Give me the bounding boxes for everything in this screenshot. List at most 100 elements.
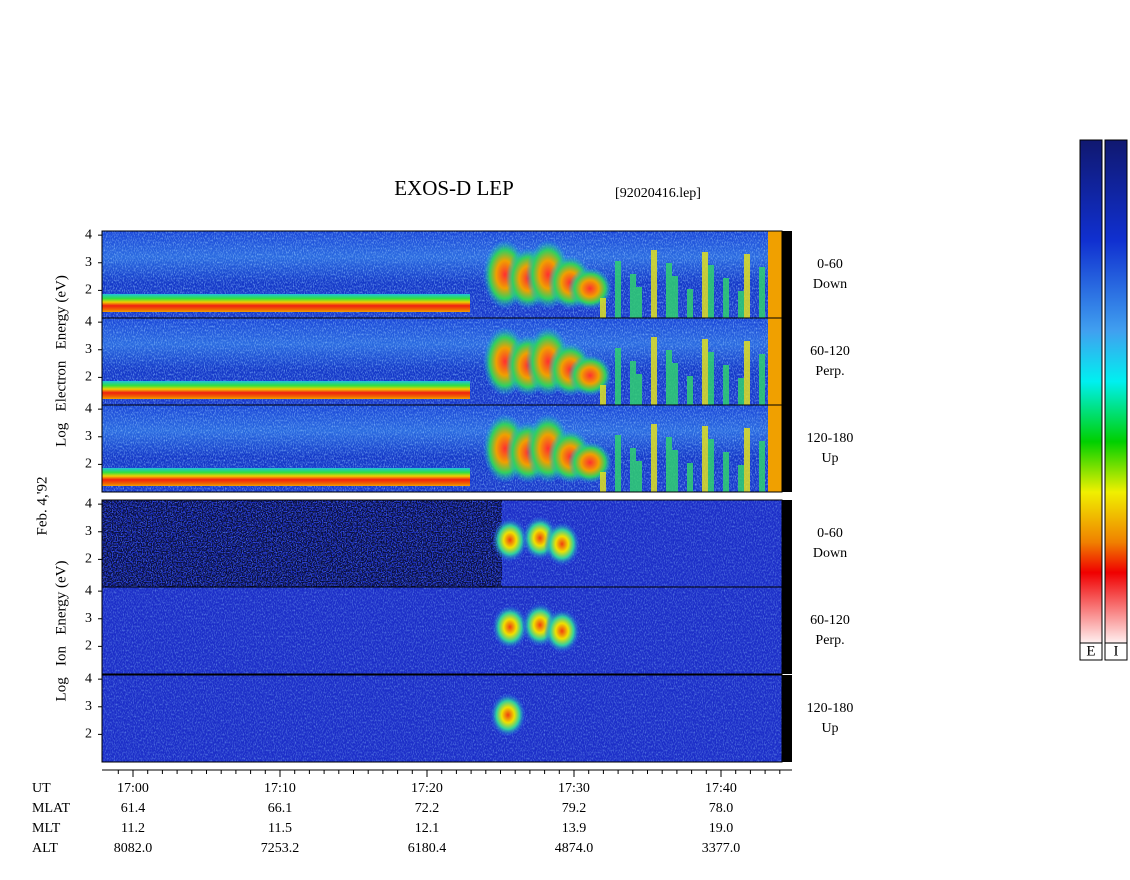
- spike: [666, 263, 672, 318]
- colorbar-label-box: [1104, 642, 1128, 661]
- spike: [666, 350, 672, 405]
- energy-tick-label: 4: [85, 583, 92, 598]
- spike: [615, 348, 621, 405]
- direction-label: Down: [813, 546, 847, 561]
- spike: [708, 352, 714, 405]
- energy-tick-label: 2: [85, 370, 92, 385]
- energy-tick-label: 3: [85, 611, 92, 626]
- row-name: MLT: [32, 821, 61, 836]
- energy-tick-label: 2: [85, 727, 92, 742]
- pitch-label: 0-60: [817, 257, 843, 272]
- panel: [102, 500, 782, 587]
- energy-tick-label: 4: [85, 314, 92, 329]
- burst: [544, 522, 580, 566]
- energy-tick-label: 3: [85, 255, 92, 270]
- texture: [102, 587, 782, 674]
- spike: [651, 424, 657, 492]
- spike: [687, 376, 693, 405]
- spike: [702, 252, 708, 318]
- spike: [708, 439, 714, 492]
- spike: [672, 450, 678, 492]
- energy-tick-label: 3: [85, 342, 92, 357]
- spike: [630, 274, 636, 318]
- spike: [759, 267, 765, 318]
- burst: [492, 605, 528, 649]
- spike: [600, 298, 606, 318]
- row-value: 4874.0: [555, 841, 594, 856]
- edge: [768, 405, 782, 492]
- row-value: 3377.0: [702, 841, 741, 856]
- time-label: 17:40: [705, 781, 737, 796]
- row-value: 12.1: [415, 821, 440, 836]
- dropouts: [102, 500, 502, 587]
- panel: [102, 405, 782, 492]
- time-label: 17:00: [117, 781, 149, 796]
- panel: [102, 231, 782, 318]
- direction-label: Perp.: [815, 364, 844, 379]
- edge-bar: [782, 675, 792, 762]
- panel: [102, 587, 782, 674]
- spike: [630, 361, 636, 405]
- colorbar-label: I: [1114, 643, 1119, 659]
- pitch-label: 120-180: [807, 701, 854, 716]
- energy-tick-label: 3: [85, 429, 92, 444]
- spike: [672, 363, 678, 405]
- spike: [651, 337, 657, 405]
- row-name: MLAT: [32, 801, 71, 816]
- energy-tick-label: 2: [85, 457, 92, 472]
- edge-bar: [782, 318, 792, 405]
- pitch-label: 60-120: [810, 613, 850, 628]
- row-value: 72.2: [415, 801, 440, 816]
- edge-bar: [782, 500, 792, 587]
- row-name: ALT: [32, 841, 58, 856]
- row-value: 19.0: [709, 821, 734, 836]
- burst: [544, 609, 580, 653]
- spike: [738, 465, 744, 492]
- row-value: 66.1: [268, 801, 293, 816]
- spike: [636, 287, 642, 318]
- panel: [102, 675, 782, 762]
- row-value: 11.5: [268, 821, 292, 836]
- row-value: 79.2: [562, 801, 587, 816]
- band: [102, 381, 470, 399]
- row-value: 13.9: [562, 821, 587, 836]
- spike: [615, 261, 621, 318]
- energy-tick-label: 4: [85, 401, 92, 416]
- direction-label: Up: [821, 451, 838, 466]
- pitch-label: 120-180: [807, 431, 854, 446]
- file-name: [92020416.lep]: [615, 186, 701, 201]
- texture: [102, 675, 782, 762]
- spectrograms: 4 3 2 0-60 Down 4 3 2 60-120 Perp. 4 3 2 120-180 Up 4 3 2…: [85, 227, 854, 763]
- spike: [708, 265, 714, 318]
- spike: [759, 441, 765, 492]
- colorbar-label-box: [1079, 642, 1103, 661]
- colorbar: [1079, 139, 1103, 644]
- row-value: 61.4: [121, 801, 146, 816]
- energy-tick-label: 3: [85, 699, 92, 714]
- title: EXOS-D LEP: [394, 176, 514, 200]
- panel: [102, 318, 782, 405]
- colorbar: [1104, 139, 1128, 644]
- burst: [490, 693, 526, 737]
- electron-axis-label: Log Electron Energy (eV): [53, 275, 69, 447]
- pitch-label: 60-120: [810, 344, 850, 359]
- spike: [702, 426, 708, 492]
- energy-tick-label: 2: [85, 639, 92, 654]
- energy-tick-label: 4: [85, 496, 92, 511]
- edge: [768, 231, 782, 318]
- spike: [744, 341, 750, 405]
- spike: [600, 472, 606, 492]
- spike: [744, 254, 750, 318]
- spike: [738, 291, 744, 318]
- spike: [651, 250, 657, 318]
- spike: [666, 437, 672, 492]
- spike: [630, 448, 636, 492]
- pitch-label: 0-60: [817, 526, 843, 541]
- edge-bar: [782, 231, 792, 318]
- time-label: 17:20: [411, 781, 443, 796]
- spike: [738, 378, 744, 405]
- edge-bar: [782, 587, 792, 674]
- row-name: UT: [32, 781, 51, 796]
